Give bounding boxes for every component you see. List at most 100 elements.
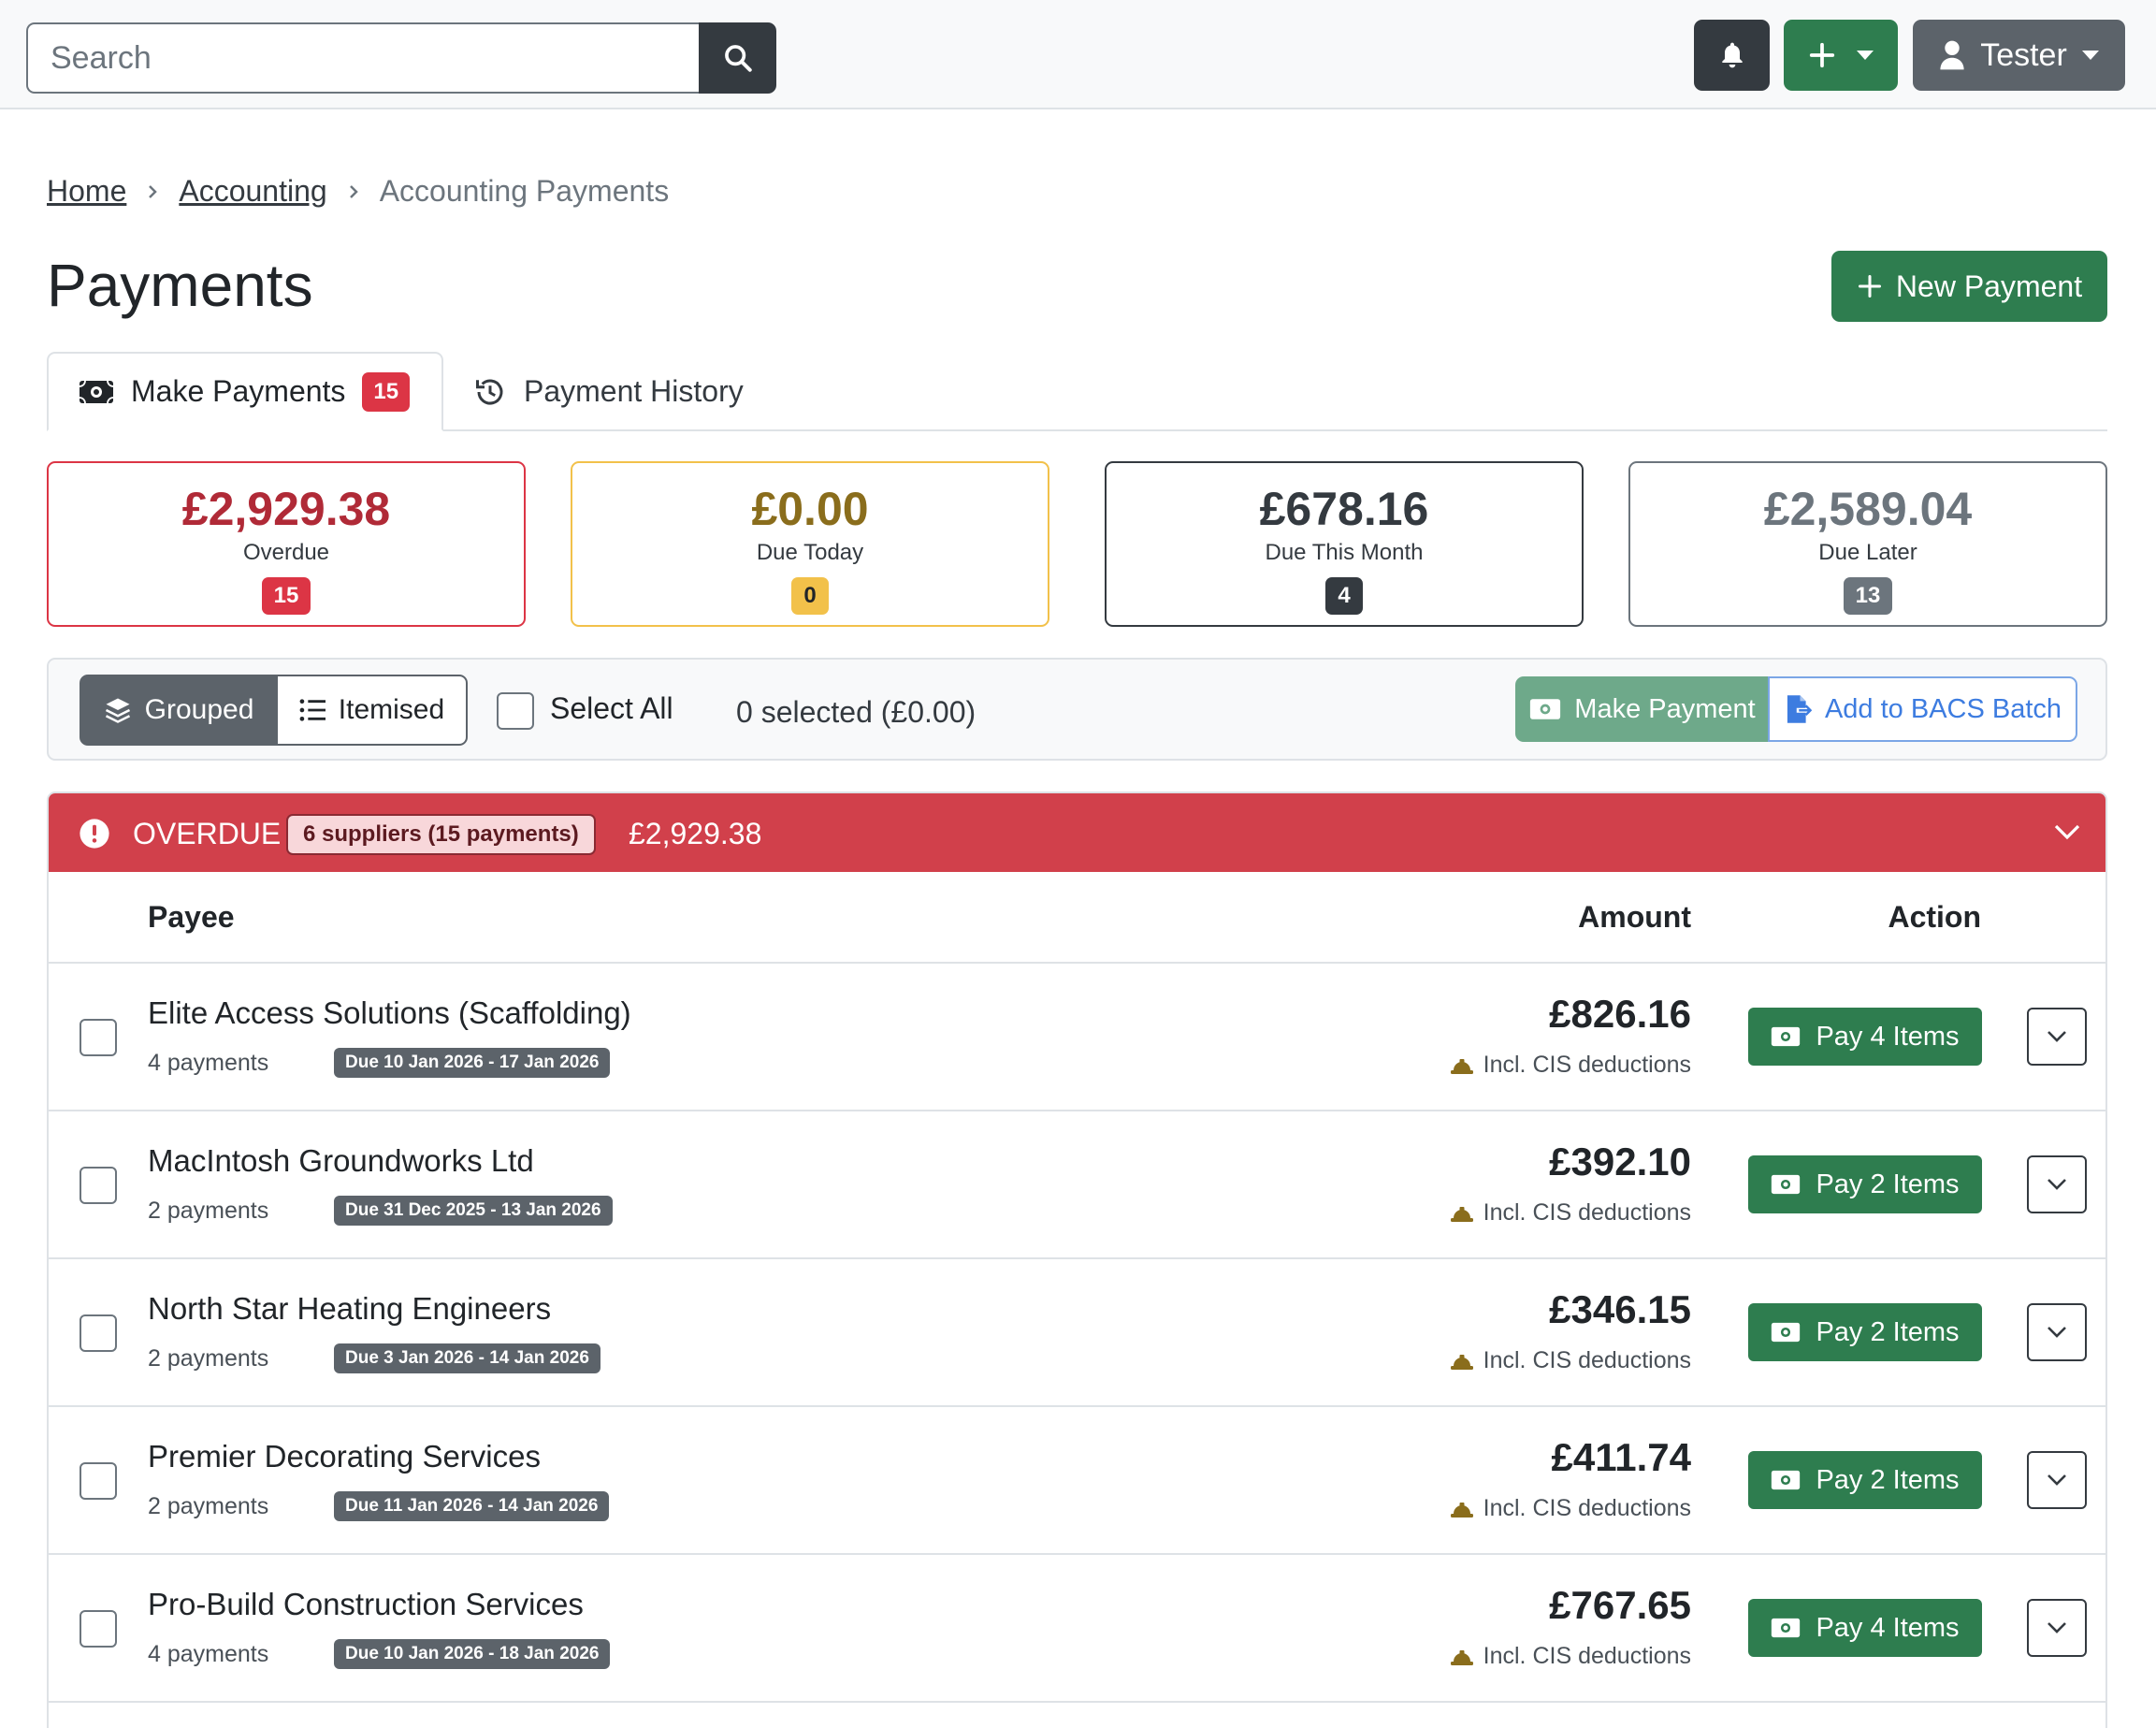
itemised-view-button[interactable]: Itemised — [276, 675, 468, 746]
payment-count: 2 payments — [148, 1493, 269, 1519]
row-checkbox[interactable] — [80, 1610, 117, 1648]
row-checkbox[interactable] — [80, 1462, 117, 1500]
overdue-summary-card[interactable]: £2,929.38 Overdue 15 — [47, 461, 526, 627]
payee-name: North Star Heating Engineers — [148, 1291, 552, 1326]
hard-hat-icon — [1450, 1206, 1473, 1222]
due-this-month-label: Due This Month — [1265, 540, 1424, 565]
grouped-label: Grouped — [144, 694, 254, 725]
chevron-down-icon — [2047, 1622, 2066, 1634]
tab-make-payments-label: Make Payments — [131, 374, 346, 408]
payee-name: MacIntosh Groundworks Ltd — [148, 1143, 534, 1178]
money-bill-icon — [1772, 1618, 1801, 1638]
due-later-amount: £2,589.04 — [1763, 483, 1973, 535]
hard-hat-icon — [1450, 1354, 1473, 1370]
money-bill-icon — [1772, 1026, 1801, 1047]
payee-row: North Star Heating Engineers 2 payments … — [49, 1259, 2105, 1407]
row-checkbox[interactable] — [80, 1167, 117, 1204]
payee-amount: £392.10 — [1549, 1140, 1691, 1183]
chevron-down-icon — [2047, 1327, 2066, 1338]
payment-count: 2 payments — [148, 1345, 269, 1372]
money-bill-icon — [79, 380, 114, 403]
cis-note: Incl. CIS deductions — [1450, 1052, 1691, 1079]
select-all-label[interactable]: Select All — [550, 691, 673, 725]
tab-make-payments-badge: 15 — [362, 371, 411, 412]
payee-amount: £411.74 — [1551, 1435, 1691, 1479]
bacs-label: Add to BACS Batch — [1824, 693, 2062, 724]
page-title: Payments — [47, 252, 313, 319]
notifications-button[interactable] — [1694, 20, 1770, 91]
add-to-bacs-batch-button[interactable]: Add to BACS Batch — [1768, 676, 2077, 742]
list-icon — [299, 699, 326, 721]
new-payment-label: New Payment — [1895, 269, 2083, 303]
payee-row: MacIntosh Groundworks Ltd 2 payments Due… — [49, 1111, 2105, 1259]
pay-items-button[interactable]: Pay 2 Items — [1748, 1451, 1982, 1509]
user-icon — [1940, 40, 1964, 70]
payee-amount: £767.65 — [1549, 1583, 1691, 1627]
due-later-label: Due Later — [1818, 540, 1917, 565]
layers-icon — [105, 698, 130, 723]
selected-summary: 0 selected (£0.00) — [736, 695, 977, 729]
overdue-suppliers-badge: 6 suppliers (15 payments) — [286, 814, 596, 855]
cis-note: Incl. CIS deductions — [1450, 1347, 1691, 1374]
row-expand-button[interactable] — [2027, 1451, 2087, 1509]
tab-payment-history-label: Payment History — [524, 374, 744, 408]
breadcrumb-current: Accounting Payments — [379, 174, 670, 208]
chevron-down-icon[interactable] — [2053, 821, 2081, 842]
due-later-count-badge: 13 — [1843, 577, 1893, 615]
overdue-section-total: £2,929.38 — [629, 817, 762, 850]
plus-icon — [1809, 42, 1835, 68]
due-date-badge: Due 3 Jan 2026 - 14 Jan 2026 — [334, 1343, 600, 1373]
due-today-count-badge: 0 — [791, 577, 829, 615]
hard-hat-icon — [1450, 1502, 1473, 1517]
row-expand-button[interactable] — [2027, 1303, 2087, 1361]
row-checkbox[interactable] — [80, 1314, 117, 1352]
pay-items-button[interactable]: Pay 2 Items — [1748, 1155, 1982, 1213]
pay-items-button[interactable]: Pay 4 Items — [1748, 1008, 1982, 1066]
cis-note: Incl. CIS deductions — [1450, 1643, 1691, 1670]
make-payment-label: Make Payment — [1574, 693, 1756, 724]
overdue-amount: £2,929.38 — [181, 483, 391, 535]
row-expand-button[interactable] — [2027, 1008, 2087, 1066]
payee-amount: £346.15 — [1549, 1287, 1691, 1331]
row-expand-button[interactable] — [2027, 1155, 2087, 1213]
overdue-section-header[interactable]: OVERDUE 6 suppliers (15 payments) £2,929… — [49, 793, 2105, 872]
row-expand-button[interactable] — [2027, 1599, 2087, 1657]
payee-name: Elite Access Solutions (Scaffolding) — [148, 995, 631, 1030]
payee-amount: £826.16 — [1549, 992, 1691, 1036]
breadcrumb-home-link[interactable]: Home — [47, 174, 127, 208]
new-payment-button[interactable]: New Payment — [1831, 251, 2107, 322]
breadcrumb-accounting-link[interactable]: Accounting — [179, 174, 327, 208]
quick-add-dropdown[interactable] — [1784, 20, 1898, 91]
chevron-right-icon — [348, 183, 359, 200]
select-all-checkbox[interactable] — [497, 692, 534, 730]
row-checkbox[interactable] — [80, 1019, 117, 1056]
search-button[interactable] — [699, 22, 776, 94]
cis-note-label: Incl. CIS deductions — [1483, 1495, 1691, 1521]
pay-items-button[interactable]: Pay 4 Items — [1748, 1599, 1982, 1657]
tab-payment-history[interactable]: Payment History — [473, 352, 744, 431]
grouped-view-button[interactable]: Grouped — [80, 675, 278, 746]
column-header-action: Action — [1888, 900, 1981, 934]
pay-items-button[interactable]: Pay 2 Items — [1748, 1303, 1982, 1361]
history-icon — [476, 379, 503, 404]
user-name: Tester — [1980, 36, 2067, 73]
pay-items-label: Pay 2 Items — [1816, 1169, 1960, 1199]
overdue-count-badge: 15 — [261, 577, 311, 615]
due-this-month-summary-card[interactable]: £678.16 Due This Month 4 — [1105, 461, 1584, 627]
due-today-summary-card[interactable]: £0.00 Due Today 0 — [571, 461, 1049, 627]
column-header-amount: Amount — [1578, 900, 1691, 934]
chevron-down-icon — [2081, 51, 2099, 60]
chevron-down-icon — [2047, 1179, 2066, 1190]
overdue-section-title: OVERDUE — [133, 817, 282, 850]
bell-icon — [1721, 42, 1743, 68]
tab-make-payments[interactable]: Make Payments 15 — [47, 352, 443, 431]
due-later-summary-card[interactable]: £2,589.04 Due Later 13 — [1628, 461, 2107, 627]
user-menu-dropdown[interactable]: Tester — [1913, 20, 2125, 91]
search-input[interactable] — [26, 22, 700, 94]
payment-count: 4 payments — [148, 1050, 269, 1076]
chevron-down-icon — [2047, 1474, 2066, 1486]
pay-items-label: Pay 4 Items — [1816, 1612, 1960, 1643]
make-payment-button[interactable]: Make Payment — [1515, 676, 1770, 742]
pay-items-label: Pay 2 Items — [1816, 1464, 1960, 1495]
plus-icon — [1858, 274, 1881, 298]
